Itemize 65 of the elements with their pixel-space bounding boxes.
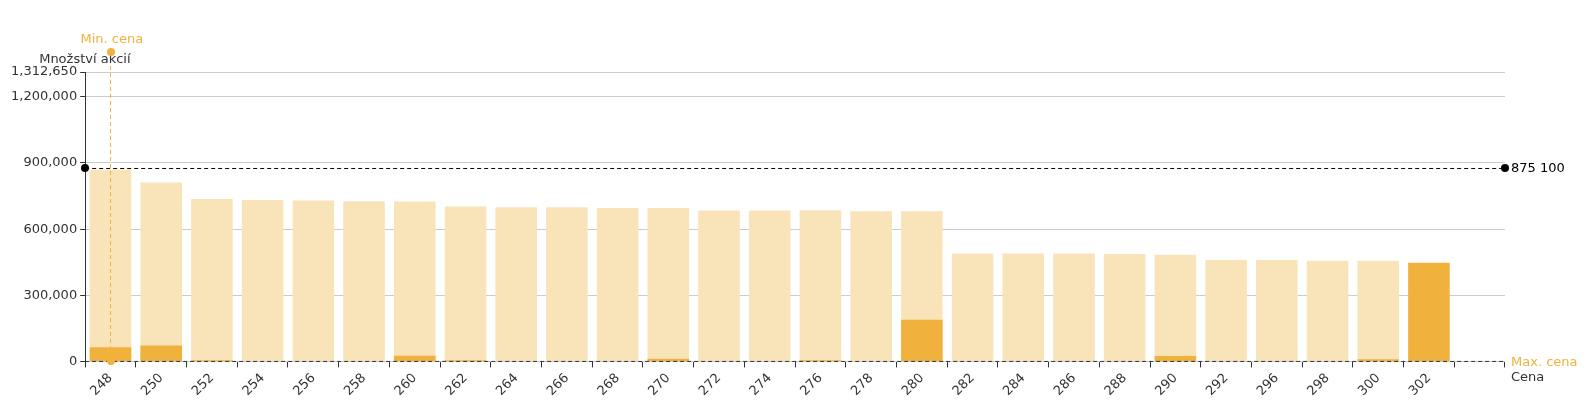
ref-line-label: 875 100 (1511, 159, 1565, 175)
bar (1154, 355, 1197, 361)
x-tick-label: 272 (695, 369, 724, 398)
bar (546, 207, 588, 361)
x-tick-label: 248 (86, 369, 116, 398)
x-tick-label: 260 (391, 369, 420, 398)
bar (1306, 260, 1349, 361)
x-tick-label: 250 (137, 369, 166, 398)
bar (495, 207, 537, 361)
x-tick-label: 254 (238, 369, 268, 398)
y-tick-label: 0 (68, 352, 78, 368)
x-tick-label: 274 (746, 369, 775, 398)
y-tick-label: 900,000 (23, 154, 78, 170)
x-tick-label: 264 (492, 369, 521, 398)
y-axis-title: Množství akcií (39, 50, 131, 66)
x-tick-label: 270 (644, 369, 673, 398)
text: Max. cena (1511, 353, 1578, 369)
bar (1357, 260, 1400, 361)
y-tick-label: 600,000 (23, 220, 78, 236)
bar (698, 210, 740, 361)
x-tick-label: 276 (796, 369, 825, 398)
x-tick-label: 282 (948, 369, 978, 398)
bar (799, 210, 842, 361)
y-tick-label: 300,000 (23, 286, 78, 302)
x-tick-label: 300 (1354, 369, 1383, 398)
x-tick-label: 266 (543, 369, 572, 398)
bar (1002, 253, 1045, 361)
x-tick-label: 284 (999, 369, 1028, 398)
x-axis-title: Cena (1511, 368, 1545, 384)
x-tick-label: 252 (188, 369, 217, 398)
bar (1103, 254, 1146, 361)
bar (343, 201, 385, 361)
bar (647, 358, 690, 361)
bar (393, 355, 436, 361)
bar (140, 345, 183, 361)
bar (1408, 262, 1450, 361)
bar (444, 206, 487, 361)
x-tick-label: 280 (898, 369, 927, 398)
bar (1256, 260, 1298, 361)
x-tick-label: 290 (1151, 369, 1180, 398)
y-tick-label: 1,200,000 (10, 88, 78, 104)
x-tick-label: 278 (847, 369, 876, 398)
x-tick-label: 286 (1050, 369, 1079, 398)
x-tick-label: 296 (1253, 369, 1282, 398)
x-tick-label: 262 (441, 369, 470, 398)
bar (748, 210, 791, 361)
x-tick-label: 302 (1405, 369, 1434, 398)
bar (292, 200, 335, 361)
x-tick-label: 268 (593, 369, 623, 398)
bar (901, 319, 943, 361)
x-tick-label: 298 (1303, 369, 1333, 398)
bar (951, 253, 994, 361)
bar (1205, 260, 1247, 361)
bar (241, 200, 284, 361)
y-tick-label: 1,312,650 (10, 63, 78, 79)
ref-line-label: Min. cena (80, 30, 144, 46)
x-tick-label: 256 (289, 369, 318, 398)
x-tick-label: 292 (1202, 369, 1231, 398)
x-tick-label: 258 (340, 369, 369, 398)
x-tick-label: 288 (1101, 369, 1130, 398)
bar (647, 207, 690, 361)
bar (191, 198, 233, 361)
bar (850, 211, 892, 361)
bar (1053, 253, 1095, 361)
bar (596, 207, 639, 361)
